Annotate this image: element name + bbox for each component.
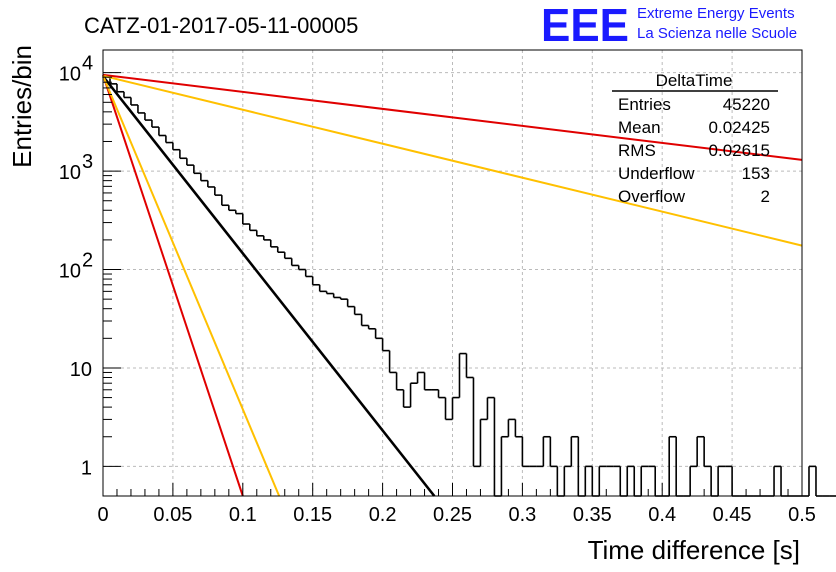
chart-title: CATZ-01-2017-05-11-00005 (84, 13, 358, 38)
eee-logo: EEE (541, 0, 629, 51)
stats-label: Overflow (618, 187, 686, 206)
stats-value: 0.02425 (709, 118, 770, 137)
x-axis-label: Time difference [s] (588, 535, 800, 565)
x-tick-label: 0.45 (713, 504, 752, 526)
histogram (103, 75, 836, 497)
y-axis-label: Entries/bin (7, 45, 37, 168)
y-tick-exponent: 3 (82, 151, 93, 173)
series-line (102, 74, 803, 247)
x-tick-label: 0.35 (573, 504, 612, 526)
x-tick-label: 0.5 (788, 504, 816, 526)
series-line (101, 75, 436, 497)
stats-label: Mean (618, 118, 661, 137)
stats-name: DeltaTime (656, 71, 733, 90)
x-tick-label: 0.2 (369, 504, 397, 526)
stats-label: Entries (618, 95, 671, 114)
x-tick-label: 0.1 (229, 504, 257, 526)
stats-label: RMS (618, 141, 656, 160)
y-tick-label: 10 (59, 261, 81, 283)
series-line (102, 73, 803, 161)
x-tick-label: 0.4 (648, 504, 676, 526)
grid (103, 50, 802, 496)
series-line (102, 75, 281, 497)
x-tick-label: 0.25 (433, 504, 472, 526)
y-tick-label: 1 (81, 457, 92, 479)
y-tick-label: 10 (59, 64, 81, 86)
stats-box: DeltaTime Entries 45220 Mean 0.02425 RMS… (612, 71, 778, 206)
x-tick-label: 0.3 (508, 504, 536, 526)
x-tick-label: 0.05 (153, 504, 192, 526)
series-line (102, 74, 244, 497)
stats-value: 153 (742, 164, 770, 183)
logo-line-2: La Scienza nelle Scuole (637, 25, 797, 42)
fit-lines (101, 73, 803, 497)
y-tick-exponent: 2 (82, 250, 93, 272)
stats-value: 0.02615 (709, 141, 770, 160)
x-tick-label: 0.15 (293, 504, 332, 526)
y-tick-label: 10 (70, 359, 92, 381)
x-tick-label: 0 (97, 504, 108, 526)
logo-line-1: Extreme Energy Events (637, 5, 795, 22)
axis-ticks: 0 0.05 0.1 0.15 0.2 0.25 0.3 0.35 0.4 0.45 0.5 1 10 1… (59, 53, 816, 526)
y-tick-label: 10 (59, 162, 81, 184)
stats-label: Underflow (618, 164, 695, 183)
stats-value: 45220 (723, 95, 770, 114)
y-tick-exponent: 4 (82, 53, 93, 75)
stats-value: 2 (761, 187, 770, 206)
